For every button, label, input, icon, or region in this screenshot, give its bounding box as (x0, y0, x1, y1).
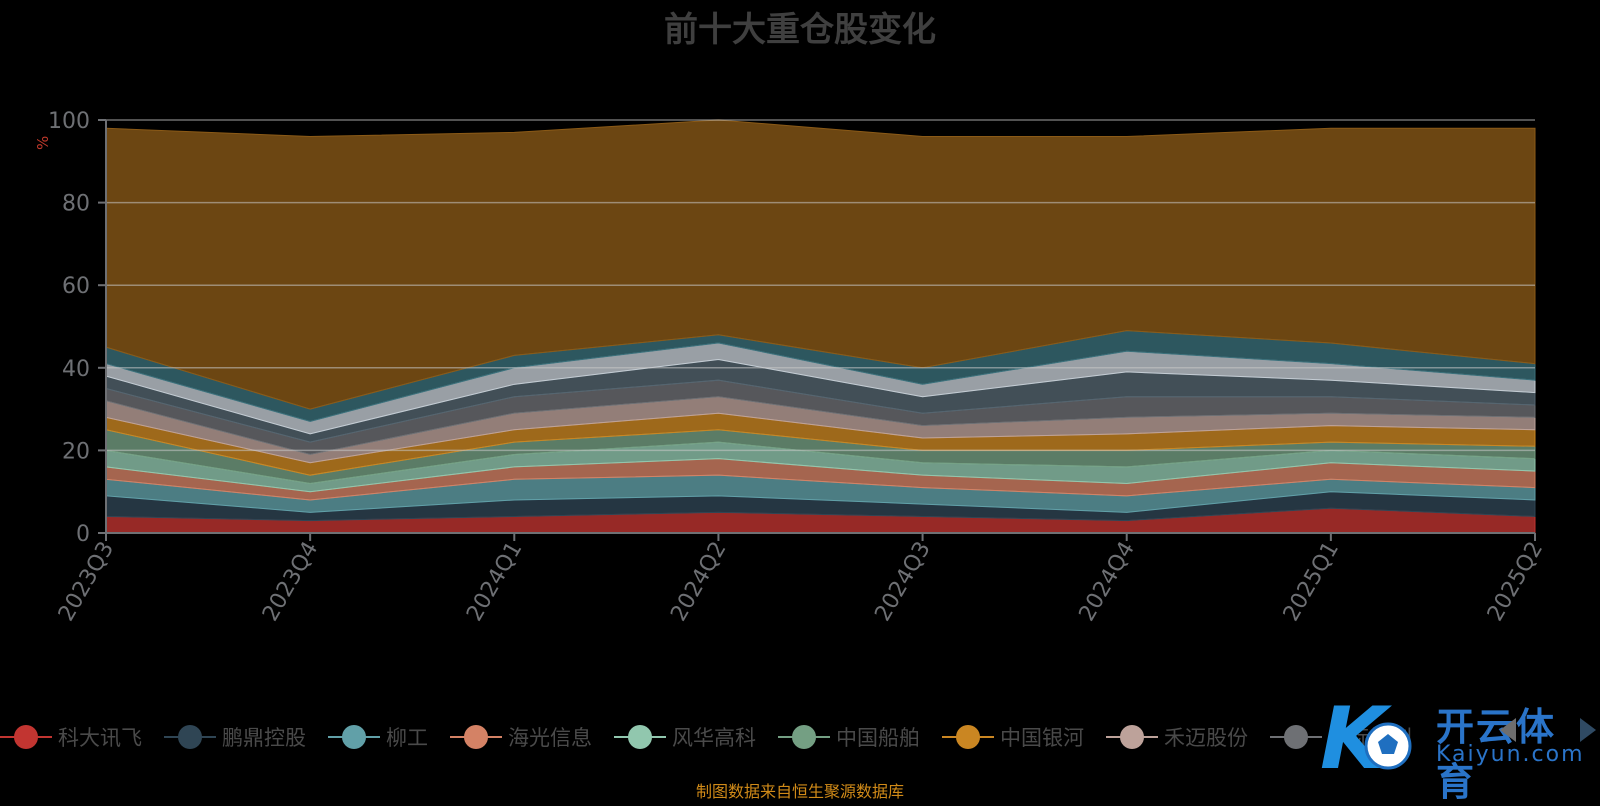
x-tick-label-6: 2025Q1 (1279, 538, 1344, 626)
y-axis-label: % (34, 135, 52, 150)
y-tick-label-1: 20 (62, 439, 90, 464)
legend-swatch-icon (1270, 725, 1322, 749)
legend-swatch-icon (942, 725, 994, 749)
x-tick-label-7: 2025Q2 (1483, 538, 1548, 626)
y-tick-label-4: 80 (62, 192, 90, 217)
y-tick-label-5: 100 (48, 109, 90, 134)
legend-item-5[interactable]: 中国船舶 (778, 722, 920, 752)
legend-prev-page-icon[interactable] (1500, 718, 1516, 742)
legend-swatch-icon (614, 725, 666, 749)
legend-item-2[interactable]: 柳工 (328, 722, 428, 752)
x-tick-label-4: 2024Q3 (870, 538, 935, 626)
legend-swatch-icon (328, 725, 380, 749)
legend-label: 海光信息 (508, 726, 592, 750)
legend-swatch-icon (778, 725, 830, 749)
y-tick-label-3: 60 (62, 274, 90, 299)
y-tick-label-0: 0 (76, 522, 90, 547)
legend-label: 柳工 (386, 726, 428, 750)
legend-item-3[interactable]: 海光信息 (450, 722, 592, 752)
legend-swatch-icon (164, 725, 216, 749)
soccer-ball-logo-icon: K (1320, 689, 1412, 789)
legend-label: 禾迈股份 (1164, 726, 1248, 750)
legend-swatch-icon (0, 725, 52, 749)
x-tick-label-5: 2024Q4 (1075, 538, 1140, 626)
x-tick-label-0: 2023Q3 (54, 538, 119, 626)
watermark-name: 开云体育 (1436, 705, 1557, 804)
x-tick-label-3: 2024Q2 (666, 538, 731, 626)
source-note: 制图数据来自恒生聚源数据库 (695, 782, 904, 801)
area-series-12 (105, 119, 1536, 410)
legend-label: 中国船舶 (836, 726, 920, 750)
legend-label: 风华高科 (672, 726, 756, 750)
legend-swatch-icon (1106, 725, 1158, 749)
legend-swatch-icon (450, 725, 502, 749)
legend-item-4[interactable]: 风华高科 (614, 722, 756, 752)
legend-next-page-icon[interactable] (1580, 718, 1596, 742)
chart-title: 前十大重仓股变化 (664, 10, 936, 50)
y-tick-label-2: 40 (62, 357, 90, 382)
legend-item-6[interactable]: 中国银河 (942, 722, 1084, 752)
legend-item-0[interactable]: 科大讯飞 (0, 722, 142, 752)
legend-label: 科大讯飞 (58, 726, 142, 750)
legend-label: 中国银河 (1000, 726, 1084, 750)
legend-label: 鹏鼎控股 (222, 726, 306, 750)
legend: 科大讯飞 鹏鼎控股 柳工 海光信息 风华高科 中国船舶 中国银河 禾迈股份 中际… (0, 720, 1434, 754)
legend-item-1[interactable]: 鹏鼎控股 (164, 722, 306, 752)
x-tick-label-2: 2024Q1 (462, 538, 527, 626)
watermark-logo: K 开云体育 Kaiyun.com (1318, 689, 1590, 804)
x-tick-label-1: 2023Q4 (258, 538, 323, 626)
watermark-domain: Kaiyun.com (1436, 742, 1585, 767)
legend-item-7[interactable]: 禾迈股份 (1106, 722, 1248, 752)
